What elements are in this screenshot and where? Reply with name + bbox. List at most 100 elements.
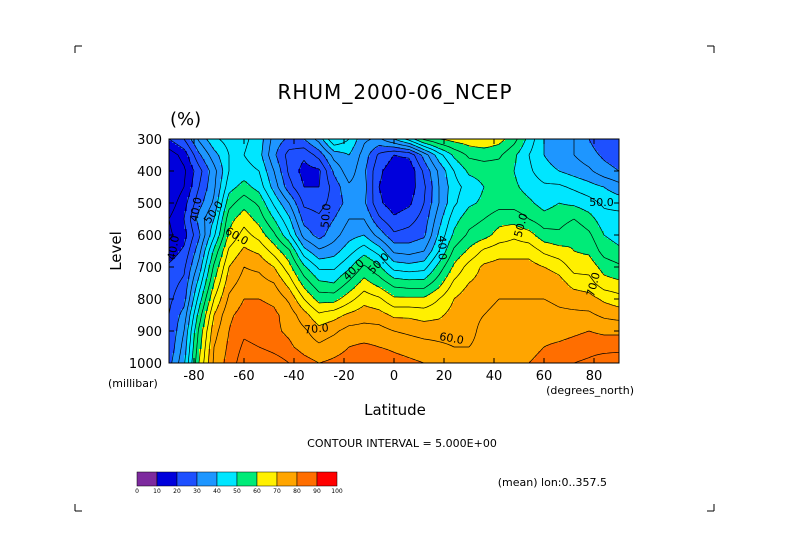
- heatmap-cell: [541, 149, 545, 152]
- heatmap-cell: [283, 141, 287, 144]
- heatmap-cell: [220, 155, 224, 158]
- heatmap-cell: [229, 153, 233, 156]
- heatmap-cell: [244, 155, 248, 158]
- heatmap-cell: [271, 159, 275, 162]
- heatmap-cell: [538, 153, 542, 156]
- heatmap-cell: [331, 141, 335, 144]
- heatmap-cell: [274, 155, 278, 158]
- heatmap-cell: [484, 147, 488, 150]
- heatmap-cell: [388, 149, 392, 152]
- heatmap-cell: [502, 141, 506, 144]
- heatmap-cell: [202, 157, 206, 160]
- heatmap-cell: [427, 149, 431, 152]
- heatmap-cell: [358, 145, 362, 148]
- heatmap-cell: [388, 139, 392, 142]
- heatmap-cell: [253, 149, 257, 152]
- heatmap-cell: [517, 139, 521, 142]
- heatmap-cell: [529, 157, 533, 160]
- heatmap-cell: [355, 141, 359, 144]
- heatmap-cell: [601, 157, 605, 160]
- heatmap-cell: [445, 151, 449, 154]
- heatmap-cell: [580, 141, 584, 144]
- heatmap-cell: [418, 141, 422, 144]
- heatmap-cell: [274, 153, 278, 156]
- heatmap-cell: [421, 145, 425, 148]
- heatmap-cell: [451, 143, 455, 146]
- heatmap-cell: [316, 149, 320, 152]
- heatmap-cell: [556, 153, 560, 156]
- heatmap-cell: [517, 145, 521, 148]
- heatmap-cell: [361, 153, 365, 156]
- heatmap-cell: [565, 155, 569, 158]
- heatmap-cell: [205, 143, 209, 146]
- heatmap-cell: [481, 153, 485, 156]
- heatmap-cell: [544, 147, 548, 150]
- heatmap-cell: [325, 139, 329, 142]
- heatmap-cell: [187, 149, 191, 152]
- heatmap-cell: [526, 149, 530, 152]
- heatmap-cell: [529, 143, 533, 146]
- heatmap-cell: [220, 159, 224, 162]
- heatmap-cell: [547, 149, 551, 152]
- heatmap-cell: [223, 139, 227, 142]
- heatmap-cell: [283, 139, 287, 142]
- heatmap-cell: [562, 151, 566, 154]
- heatmap-cell: [175, 141, 179, 144]
- heatmap-cell: [256, 161, 260, 164]
- heatmap-cell: [352, 147, 356, 150]
- heatmap-cell: [478, 141, 482, 144]
- heatmap-cell: [454, 151, 458, 154]
- heatmap-cell: [232, 161, 236, 164]
- heatmap-cell: [310, 147, 314, 150]
- heatmap-cell: [379, 157, 383, 160]
- heatmap-cell: [367, 151, 371, 154]
- heatmap-cell: [259, 145, 263, 148]
- heatmap-cell: [244, 143, 248, 146]
- heatmap-cell: [439, 155, 443, 158]
- heatmap-cell: [565, 143, 569, 146]
- heatmap-cell: [379, 149, 383, 152]
- heatmap-cell: [295, 151, 299, 154]
- heatmap-cell: [361, 145, 365, 148]
- heatmap-cell: [568, 151, 572, 154]
- heatmap-cell: [565, 151, 569, 154]
- heatmap-cell: [394, 145, 398, 148]
- heatmap-cell: [535, 139, 539, 142]
- heatmap-cell: [343, 157, 347, 160]
- heatmap-cell: [466, 145, 470, 148]
- heatmap-cell: [199, 155, 203, 158]
- heatmap-cell: [253, 157, 257, 160]
- heatmap-cell: [241, 159, 245, 162]
- heatmap-cell: [433, 149, 437, 152]
- heatmap-cell: [226, 161, 230, 164]
- heatmap-cell: [337, 157, 341, 160]
- heatmap-cell: [226, 147, 230, 150]
- heatmap-cell: [289, 155, 293, 158]
- heatmap-cell: [193, 157, 197, 160]
- heatmap-cell: [220, 145, 224, 148]
- heatmap-cell: [484, 155, 488, 158]
- heatmap-cell: [346, 149, 350, 152]
- heatmap-cell: [400, 141, 404, 144]
- heatmap-cell: [316, 159, 320, 162]
- heatmap-cell: [439, 159, 443, 162]
- heatmap-cell: [421, 143, 425, 146]
- heatmap-cell: [616, 155, 620, 158]
- heatmap-cell: [352, 145, 356, 148]
- heatmap-cell: [232, 141, 236, 144]
- heatmap-cell: [355, 147, 359, 150]
- heatmap-cell: [595, 149, 599, 152]
- heatmap-cell: [379, 159, 383, 162]
- heatmap-cell: [328, 147, 332, 150]
- heatmap-cell: [184, 153, 188, 156]
- heatmap-cell: [472, 143, 476, 146]
- heatmap-cell: [229, 151, 233, 154]
- heatmap-cell: [238, 143, 242, 146]
- heatmap-cell: [262, 155, 266, 158]
- heatmap-cell: [244, 153, 248, 156]
- heatmap-cell: [487, 149, 491, 152]
- heatmap-cell: [472, 147, 476, 150]
- heatmap-cell: [325, 147, 329, 150]
- heatmap-cell: [337, 155, 341, 158]
